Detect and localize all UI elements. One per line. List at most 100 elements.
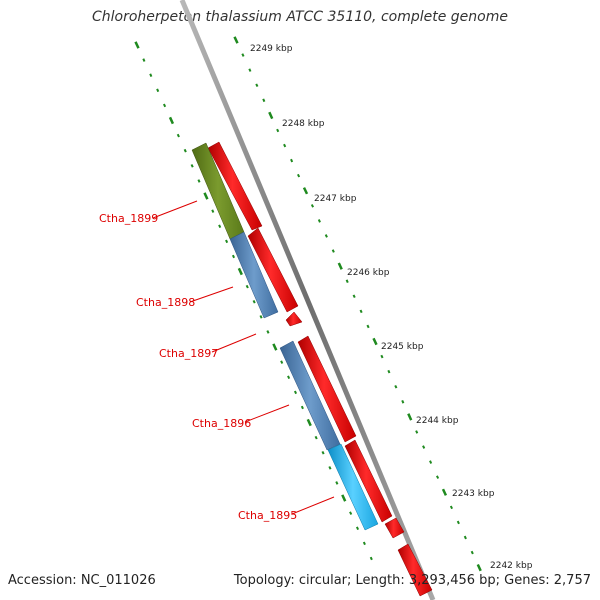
leader-ctha-1897 — [211, 333, 257, 353]
major-tick — [134, 41, 140, 49]
major-tick — [441, 488, 448, 496]
minor-tick — [149, 73, 153, 77]
forward-gene-arrow[interactable] — [247, 227, 299, 313]
major-tick — [302, 187, 309, 195]
gene-label-ctha-1898[interactable]: Ctha_1898 — [136, 296, 195, 309]
major-tick — [337, 262, 343, 270]
minor-tick — [422, 445, 426, 449]
minor-tick — [245, 284, 249, 289]
gene-ctha-1896-block[interactable] — [279, 340, 341, 451]
minor-tick — [142, 58, 146, 62]
minor-tick — [352, 294, 356, 299]
outer-tick-track — [233, 36, 482, 572]
major-tick — [233, 36, 239, 44]
forward-gene-arrow[interactable] — [344, 439, 393, 523]
minor-tick — [331, 249, 335, 253]
major-tick — [372, 337, 378, 346]
gene-label-ctha-1895[interactable]: Ctha_1895 — [238, 509, 297, 522]
minor-tick — [283, 143, 287, 148]
leader-ctha-1898 — [189, 286, 234, 303]
minor-tick — [276, 128, 280, 133]
scale-label: 2248 kbp — [282, 119, 325, 129]
genome-summary-text: Topology: circular; Length: 3,293,456 bp… — [233, 573, 591, 588]
forward-gene-track — [207, 141, 433, 597]
minor-tick — [296, 173, 301, 178]
minor-tick — [429, 460, 433, 464]
scale-label: 2244 kbp — [416, 416, 459, 426]
forward-gene-arrow[interactable] — [384, 517, 405, 539]
genome-backbone — [179, 0, 436, 600]
minor-tick — [401, 400, 405, 404]
minor-tick — [290, 158, 294, 163]
minor-tick — [317, 219, 321, 223]
gene-ctha-1895-block[interactable] — [327, 443, 379, 531]
major-tick — [203, 192, 209, 200]
scale-label: 2242 kbp — [490, 561, 533, 571]
inner-tick-track — [134, 41, 373, 561]
scale-label: 2246 kbp — [347, 268, 390, 278]
minor-tick — [463, 535, 467, 540]
minor-tick — [252, 299, 256, 304]
minor-tick — [380, 354, 384, 359]
reverse-gene-track — [191, 142, 379, 531]
minor-tick — [449, 505, 454, 510]
forward-gene-arrow[interactable] — [397, 543, 433, 597]
map-title: Chloroherpeton thalassium ATCC 35110, co… — [92, 9, 508, 25]
scale-label: 2245 kbp — [381, 342, 424, 352]
minor-tick — [314, 435, 318, 440]
major-tick — [272, 343, 278, 351]
gene-ctha-1898-block[interactable] — [229, 231, 279, 319]
leader-ctha-1896 — [244, 404, 290, 423]
gene-label-ctha-1896[interactable]: Ctha_1896 — [192, 417, 251, 430]
minor-tick — [255, 83, 259, 88]
minor-tick — [259, 315, 263, 319]
minor-tick — [231, 254, 236, 259]
forward-gene-arrow[interactable] — [285, 311, 303, 327]
minor-tick — [324, 234, 328, 238]
accession-text: Accession: NC_011026 — [8, 573, 156, 588]
minor-tick — [387, 369, 391, 374]
minor-tick — [470, 550, 474, 555]
minor-tick — [280, 360, 284, 364]
minor-tick — [287, 375, 291, 380]
minor-tick — [176, 133, 180, 138]
minor-tick — [321, 450, 325, 455]
minor-tick — [300, 405, 304, 410]
minor-tick — [328, 466, 332, 470]
minor-tick — [394, 384, 398, 389]
minor-tick — [197, 179, 201, 183]
minor-tick — [190, 164, 194, 168]
minor-tick — [456, 520, 460, 525]
scale-label: 2249 kbp — [250, 44, 293, 54]
major-tick — [268, 111, 274, 120]
minor-tick — [369, 556, 373, 561]
scale-label: 2247 kbp — [314, 194, 357, 204]
gene-label-ctha-1899[interactable]: Ctha_1899 — [99, 212, 158, 225]
minor-tick — [266, 330, 270, 334]
gene-label-ctha-1897[interactable]: Ctha_1897 — [159, 347, 218, 360]
minor-tick — [349, 511, 353, 515]
minor-tick — [248, 68, 252, 72]
minor-tick — [218, 224, 222, 229]
minor-tick — [183, 148, 187, 153]
forward-gene-arrow[interactable] — [207, 141, 263, 231]
minor-tick — [310, 204, 315, 208]
minor-tick — [415, 430, 419, 434]
minor-tick — [359, 309, 363, 314]
minor-tick — [211, 209, 215, 213]
major-tick — [476, 563, 482, 572]
minor-tick — [355, 526, 360, 531]
minor-tick — [241, 53, 245, 57]
major-tick — [407, 413, 413, 421]
major-tick — [306, 418, 312, 427]
minor-tick — [293, 390, 298, 395]
minor-tick — [366, 324, 370, 329]
forward-gene-arrow[interactable] — [297, 335, 357, 443]
minor-tick — [262, 98, 266, 103]
minor-tick — [335, 481, 339, 485]
major-tick — [341, 494, 347, 502]
gene-label-leaders — [152, 200, 335, 515]
minor-tick — [345, 279, 349, 283]
minor-tick — [162, 103, 167, 108]
